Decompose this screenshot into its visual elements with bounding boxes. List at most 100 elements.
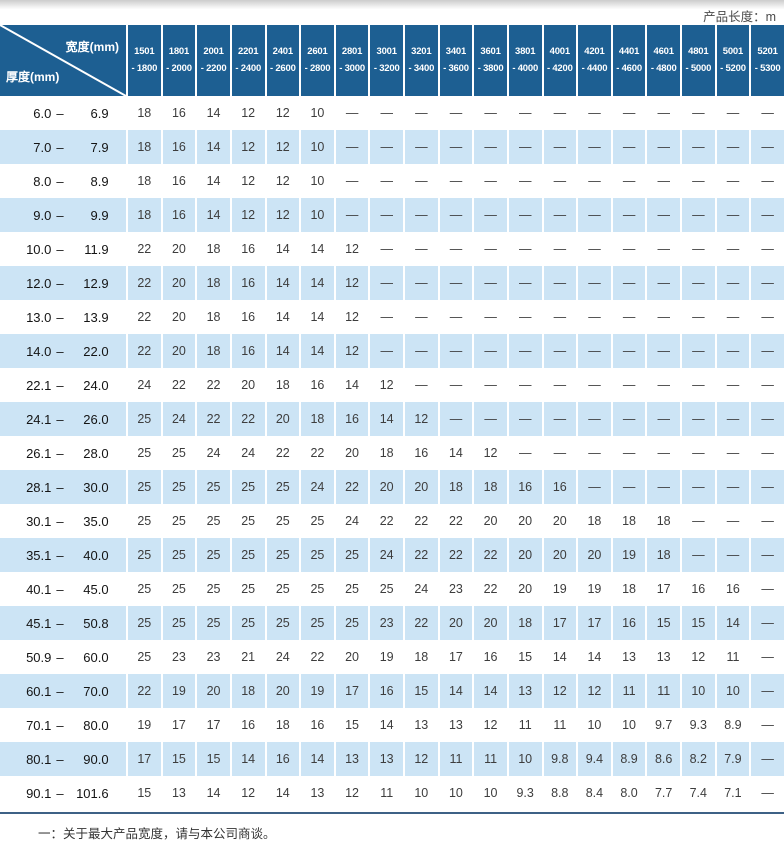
- thickness-range-label: 10.0–11.9: [0, 232, 128, 266]
- length-value-cell: —: [578, 130, 613, 164]
- length-value-cell: —: [578, 164, 613, 198]
- length-value-cell: —: [578, 198, 613, 232]
- length-value-cell: 8.9: [717, 708, 752, 742]
- length-value-cell: 18: [267, 368, 302, 402]
- table-row: 80.1–90.0 17 15 15 14 16 14 13 13 12 11 11 10 9.8 9.4 8…: [0, 742, 784, 776]
- length-value-cell: 25: [232, 504, 267, 538]
- length-value-cell: 12: [370, 368, 405, 402]
- length-value-cell: 9.7: [647, 708, 682, 742]
- length-value-cell: 15: [405, 674, 440, 708]
- length-value-cell: —: [509, 96, 544, 130]
- column-header: 4401- 4600: [612, 25, 648, 96]
- length-value-cell: —: [682, 368, 717, 402]
- length-value-cell: 25: [232, 606, 267, 640]
- length-value-cell: 18: [613, 504, 648, 538]
- length-value-cell: —: [544, 164, 579, 198]
- length-value-cell: 22: [128, 334, 163, 368]
- length-value-cell: —: [405, 300, 440, 334]
- length-value-cell: 14: [197, 198, 232, 232]
- length-value-cell: 13: [647, 640, 682, 674]
- length-value-cell: —: [717, 470, 752, 504]
- thickness-axis-label: 厚度(mm): [6, 70, 60, 84]
- length-value-cell: —: [578, 300, 613, 334]
- table-body: 6.0–6.9 18 16 14 12 12 10— — — — — — — — — — — — —7.0–7.9 1…: [0, 96, 784, 810]
- unit-note: 产品长度：m: [703, 10, 776, 24]
- length-value-cell: 12: [544, 674, 579, 708]
- length-value-cell: 13: [370, 742, 405, 776]
- length-value-cell: —: [761, 174, 774, 188]
- length-value-cell: 25: [197, 572, 232, 606]
- length-value-cell: 25: [301, 504, 336, 538]
- length-value-cell: 16: [509, 470, 544, 504]
- length-value-cell: —: [761, 310, 774, 324]
- length-value-cell: 11: [509, 708, 544, 742]
- thickness-range-label: 14.0–22.0: [0, 334, 128, 368]
- table-row: 8.0–8.9 18 16 14 12 12 10— — — — — — — — — — — — —: [0, 164, 784, 198]
- length-value-cell: —: [717, 368, 752, 402]
- length-value-cell: 14: [267, 300, 302, 334]
- length-value-cell: 13: [405, 708, 440, 742]
- length-value-cell: 18: [370, 436, 405, 470]
- corner-cell: 宽度(mm) 厚度(mm): [0, 25, 128, 96]
- footnote: 一：关于最大产品宽度，请与本公司商谈。: [38, 827, 276, 841]
- length-value-cell: 16: [163, 130, 198, 164]
- length-value-cell: 14: [197, 96, 232, 130]
- length-value-cell: —: [717, 504, 752, 538]
- length-value-cell: 15: [128, 776, 163, 810]
- length-value-cell: 17: [336, 674, 371, 708]
- length-value-cell: 24: [163, 402, 198, 436]
- table-row: 45.1–50.8 25 25 25 25 25 25 25 23 22 20 20 18 17 17 16 1…: [0, 606, 784, 640]
- thickness-range-label: 12.0–12.9: [0, 266, 128, 300]
- length-value-cell: —: [509, 130, 544, 164]
- table-row: 35.1–40.0 25 25 25 25 25 25 25 24 22 22 22 20 20 20 19 1…: [0, 538, 784, 572]
- length-value-cell: 20: [336, 640, 371, 674]
- length-value-cell: —: [682, 96, 717, 130]
- length-value-cell: 23: [197, 640, 232, 674]
- length-value-cell: 17: [163, 708, 198, 742]
- length-value-cell: —: [613, 164, 648, 198]
- length-value-cell: —: [544, 436, 579, 470]
- length-value-cell: —: [613, 300, 648, 334]
- length-value-cell: 14: [267, 266, 302, 300]
- length-value-cell: —: [474, 130, 509, 164]
- length-value-cell: 7.1: [717, 776, 752, 810]
- length-value-cell: 14: [232, 742, 267, 776]
- length-value-cell: 18: [578, 504, 613, 538]
- length-value-cell: 20: [163, 334, 198, 368]
- length-value-cell: 18: [301, 402, 336, 436]
- length-value-cell: 10: [474, 776, 509, 810]
- length-value-cell: 16: [163, 198, 198, 232]
- length-value-cell: —: [613, 198, 648, 232]
- length-value-cell: 11: [647, 674, 682, 708]
- length-value-cell: 25: [128, 504, 163, 538]
- table-row: 40.1–45.0 25 25 25 25 25 25 25 25 24 23 22 20 19 19 18 1…: [0, 572, 784, 606]
- length-value-cell: 15: [197, 742, 232, 776]
- thickness-range-label: 45.1–50.8: [0, 606, 128, 640]
- length-value-cell: —: [682, 402, 717, 436]
- length-value-cell: 22: [163, 368, 198, 402]
- length-value-cell: 22: [197, 368, 232, 402]
- length-value-cell: —: [509, 334, 544, 368]
- table-row: 30.1–35.0 25 25 25 25 25 25 24 22 22 22 20 20 20 18 18 1…: [0, 504, 784, 538]
- length-value-cell: 10: [613, 708, 648, 742]
- length-value-cell: 17: [578, 606, 613, 640]
- length-value-cell: 12: [267, 130, 302, 164]
- table-row: 60.1–70.0 22 19 20 18 20 19 17 16 15 14 14 13 12 12 11 1…: [0, 674, 784, 708]
- column-header: 3601- 3800: [474, 25, 509, 96]
- length-value-cell: —: [761, 786, 774, 800]
- length-value-cell: 18: [613, 572, 648, 606]
- length-value-cell: —: [440, 96, 475, 130]
- length-value-cell: —: [682, 334, 717, 368]
- length-value-cell: 9.3: [509, 776, 544, 810]
- length-value-cell: —: [761, 616, 774, 630]
- table-row: 26.1–28.0 25 25 24 24 22 22 20 18 16 14 12— — — — — — — —: [0, 436, 784, 470]
- length-value-cell: 16: [682, 572, 717, 606]
- length-value-cell: 16: [267, 742, 302, 776]
- length-value-cell: 14: [370, 402, 405, 436]
- length-value-cell: —: [647, 334, 682, 368]
- length-value-cell: 16: [232, 266, 267, 300]
- length-value-cell: 10: [440, 776, 475, 810]
- length-value-cell: —: [440, 130, 475, 164]
- length-value-cell: 11: [474, 742, 509, 776]
- length-value-cell: 20: [163, 266, 198, 300]
